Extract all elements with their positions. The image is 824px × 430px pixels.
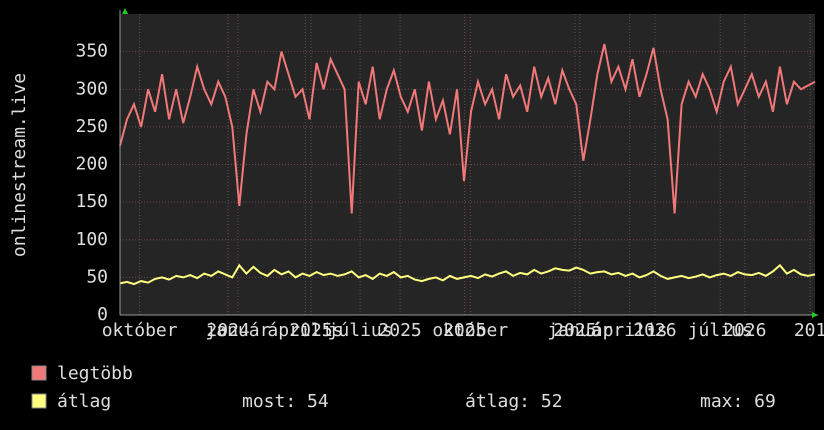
x-tick-label: 2025 [553,320,596,341]
x-tick-label: 2025 [378,320,421,341]
series-line [119,263,816,286]
x-tick-label: 201 [794,320,824,341]
legend-swatch [31,393,47,409]
legend-label: legtöbb [57,363,133,384]
legend: legtöbb átlag most: 54 átlag: 52 max: 69 [31,363,776,412]
y-tick-label: 0 [97,304,108,325]
x-tick-label: október [102,320,178,341]
lines [119,43,816,286]
x-tick-label: 2026 [633,320,676,341]
x-tick-label: 2024 [206,320,249,341]
x-tick-label: 2025 [443,320,486,341]
y-tick-label: 150 [75,191,108,212]
y-tick-label: 100 [75,229,108,250]
axis-arrow [122,8,128,14]
legend-stat: most: 54 [242,391,329,412]
legend-stat: max: 69 [700,391,776,412]
legend-label: átlag [57,391,111,412]
x-tick-label: október [432,320,508,341]
x-tick-label: január [547,320,612,341]
y-tick-label: 50 [86,266,108,287]
y-tick-label: 300 [75,78,108,99]
plot-area [120,14,815,315]
x-tick-label: április [592,320,668,341]
y-tick-label: 200 [75,154,108,175]
axis-arrow [812,312,818,318]
x-tick-label: július [688,320,753,341]
x-tick-label: január [205,320,270,341]
y-axis-label: onlinestream.live [9,73,30,257]
y-tick-label: 250 [75,116,108,137]
legend-swatch [31,365,47,381]
x-tick-label: április [267,320,343,341]
x-tick-label: július [328,320,393,341]
x-tick-label: 2026 [723,320,766,341]
y-tick-label: 350 [75,41,108,62]
series-line [119,43,816,214]
legend-stat: átlag: 52 [465,391,563,412]
x-tick-label: 2025 [289,320,332,341]
